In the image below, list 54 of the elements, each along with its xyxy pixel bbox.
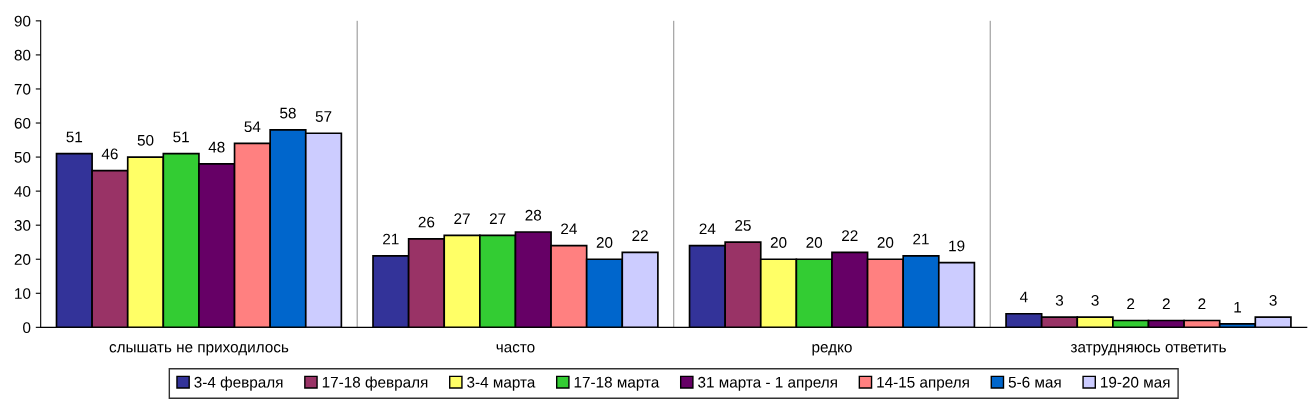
legend-label: 3-4 марта bbox=[467, 376, 536, 391]
data-label: 27 bbox=[489, 213, 506, 224]
x-tick-label: редко bbox=[812, 344, 852, 356]
legend-label: 31 марта - 1 апреля bbox=[698, 376, 837, 391]
data-label: 24 bbox=[561, 223, 577, 235]
x-tick-label: часто bbox=[496, 344, 535, 353]
y-tick-label: 80 bbox=[14, 49, 31, 61]
data-label: 27 bbox=[454, 213, 470, 224]
y-tick-label: 20 bbox=[14, 254, 31, 265]
data-label: 20 bbox=[770, 237, 787, 248]
legend-label: 14-15 апреля bbox=[877, 376, 969, 391]
y-tick-label: 30 bbox=[14, 220, 31, 231]
data-label: 2 bbox=[1198, 298, 1206, 310]
data-label: 20 bbox=[596, 237, 613, 248]
data-label: 3 bbox=[1091, 294, 1099, 306]
x-tick-label: затрудняюсь ответить bbox=[1070, 344, 1226, 356]
y-tick-label: 90 bbox=[14, 15, 31, 27]
y-tick-label: 10 bbox=[15, 288, 31, 299]
data-label: 3 bbox=[1055, 294, 1064, 306]
y-tick-label: 40 bbox=[14, 185, 31, 197]
y-tick-label: 60 bbox=[14, 117, 31, 129]
data-label: 51 bbox=[66, 131, 83, 143]
data-label: 54 bbox=[244, 121, 261, 133]
data-label: 58 bbox=[280, 107, 296, 119]
data-label: 22 bbox=[842, 230, 858, 241]
y-tick-label: 50 bbox=[14, 151, 31, 163]
data-label: 51 bbox=[173, 131, 189, 143]
legend-label: 5-6 мая bbox=[1008, 376, 1061, 388]
data-label: 21 bbox=[913, 233, 929, 245]
data-label: 57 bbox=[315, 111, 332, 122]
data-label: 4 bbox=[1019, 291, 1028, 303]
data-label: 19 bbox=[949, 240, 965, 252]
legend-label: 19-20 мая bbox=[1101, 376, 1170, 388]
data-label: 3 bbox=[1269, 294, 1277, 306]
data-label: 25 bbox=[735, 220, 751, 231]
data-label: 28 bbox=[525, 209, 542, 221]
y-tick-label: 70 bbox=[14, 83, 31, 95]
legend-label: 3-4 февраля bbox=[194, 376, 283, 391]
data-label: 48 bbox=[208, 141, 225, 153]
data-label: 46 bbox=[101, 148, 118, 160]
x-tick-label: слышать не приходилось bbox=[109, 344, 289, 356]
data-label: 1 bbox=[1234, 301, 1242, 313]
data-label: 24 bbox=[699, 223, 716, 235]
y-tick-label: 0 bbox=[23, 322, 31, 334]
data-label: 26 bbox=[418, 216, 435, 228]
data-label: 21 bbox=[383, 233, 399, 245]
legend-label: 17-18 марта bbox=[574, 376, 660, 391]
data-label: 50 bbox=[137, 134, 154, 146]
data-label: 2 bbox=[1162, 298, 1170, 310]
data-label: 20 bbox=[806, 237, 823, 248]
data-label: 2 bbox=[1127, 298, 1135, 310]
data-label: 22 bbox=[632, 230, 648, 241]
legend-label: 17-18 февраля bbox=[322, 376, 428, 391]
data-label: 20 bbox=[877, 237, 894, 248]
